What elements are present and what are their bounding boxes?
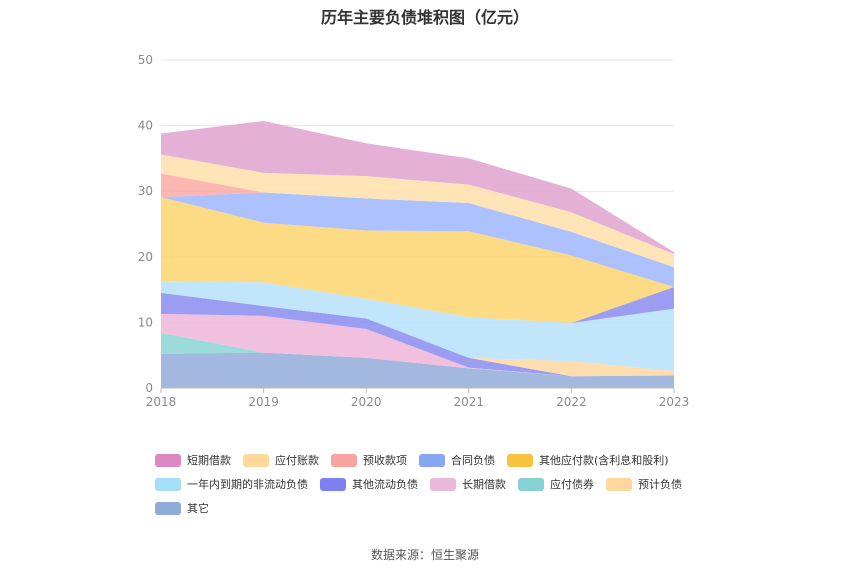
legend-item[interactable]: 合同负债 — [419, 452, 495, 468]
legend-swatch — [606, 477, 632, 491]
area-series — [161, 154, 674, 268]
x-tick-label: 2018 — [146, 395, 177, 409]
chart-title: 历年主要负债堆积图（亿元） — [320, 8, 529, 27]
legend-item[interactable]: 短期借款 — [155, 452, 231, 468]
legend-swatch — [243, 453, 269, 467]
x-tick-label: 2023 — [659, 395, 690, 409]
legend-label: 其它 — [187, 502, 209, 515]
area-series — [161, 292, 674, 377]
x-tick-label: 2022 — [556, 395, 587, 409]
legend-item[interactable]: 其他应付款(含利息和股利) — [507, 452, 669, 468]
y-tick-label: 30 — [138, 184, 153, 198]
legend-swatch — [507, 453, 533, 467]
legend-item[interactable]: 长期借款 — [430, 476, 506, 492]
area-series — [161, 313, 674, 377]
axes: 0 10 20 30 40 50 2018 2019 2020 2021 2022 2023 — [138, 53, 690, 409]
legend-row: 一年内到期的非流动负债 其他流动负债 长期借款 应付债券 预计负债 — [155, 472, 715, 496]
legend-item[interactable]: 应付账款 — [243, 452, 319, 468]
legend-label: 合同负债 — [451, 454, 495, 467]
legend-swatch — [419, 453, 445, 467]
y-tick-label: 0 — [145, 381, 153, 395]
legend-swatch — [320, 477, 346, 491]
legend-swatch — [518, 477, 544, 491]
area-series — [161, 121, 674, 255]
y-tick-label: 20 — [138, 250, 153, 264]
x-tick-label: 2021 — [454, 395, 485, 409]
legend-label: 一年内到期的非流动负债 — [187, 478, 308, 491]
legend-item[interactable]: 其他流动负债 — [320, 476, 418, 492]
legend-label: 长期借款 — [462, 478, 506, 491]
x-tick-label: 2019 — [248, 395, 279, 409]
legend-label: 应付账款 — [275, 454, 319, 467]
legend-item[interactable]: 应付债券 — [518, 476, 594, 492]
legend-label: 其他流动负债 — [352, 478, 418, 491]
legend-swatch — [155, 501, 181, 515]
legend-swatch — [155, 477, 181, 491]
legend-label: 其他应付款(含利息和股利) — [539, 454, 669, 467]
legend: 短期借款 应付账款 预收款项 合同负债 其他应付款(含利息和股利) 一年内到期的非流动负债… — [155, 448, 715, 520]
area-layers — [161, 121, 674, 388]
legend-item[interactable]: 预收款项 — [331, 452, 407, 468]
area-series — [161, 281, 674, 371]
stacked-area-chart: 0 10 20 30 40 50 2018 2019 2020 2021 2022 2023 — [138, 53, 690, 409]
legend-item[interactable]: 其它 — [155, 500, 209, 516]
legend-label: 预收款项 — [363, 454, 407, 467]
x-tick-label: 2020 — [351, 395, 382, 409]
area-series — [161, 292, 674, 377]
legend-label: 应付债券 — [550, 478, 594, 491]
y-tick-label: 50 — [138, 53, 153, 67]
legend-swatch — [331, 453, 357, 467]
legend-row: 其它 — [155, 496, 715, 520]
legend-row: 短期借款 应付账款 预收款项 合同负债 其他应付款(含利息和股利) — [155, 448, 715, 472]
area-series — [161, 197, 674, 324]
area-series — [161, 352, 674, 388]
y-tick-label: 10 — [138, 315, 153, 329]
legend-item[interactable]: 一年内到期的非流动负债 — [155, 476, 308, 492]
legend-label: 短期借款 — [187, 454, 231, 467]
area-series — [161, 192, 674, 287]
legend-item[interactable]: 预计负债 — [606, 476, 682, 492]
legend-label: 预计负债 — [638, 478, 682, 491]
legend-swatch — [430, 477, 456, 491]
y-tick-label: 40 — [138, 119, 153, 133]
legend-swatch — [155, 453, 181, 467]
source-note: 数据来源：恒生聚源 — [370, 548, 479, 562]
